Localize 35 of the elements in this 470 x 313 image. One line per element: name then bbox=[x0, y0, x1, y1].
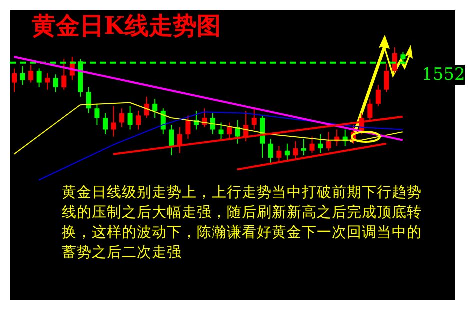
candlestick bbox=[20, 66, 26, 86]
candlestick bbox=[152, 98, 158, 119]
candlestick bbox=[53, 74, 58, 93]
candlestick bbox=[252, 108, 257, 130]
candlestick bbox=[235, 120, 240, 144]
candlestick bbox=[376, 84, 381, 107]
candlestick bbox=[45, 72, 50, 90]
text: 黄金日线级别走势上，上行走势当中打破前期下行趋势线的压制之后大幅走强，随后刷新新高之后完成顶底转换，这样的波动下，陈瀚谦看好黄金下一次回调当中的蓄势之后二次走强 bbox=[62, 184, 422, 263]
candlestick bbox=[210, 112, 216, 135]
text: 1552 bbox=[422, 65, 466, 85]
candlestick bbox=[120, 108, 125, 128]
candlestick bbox=[301, 138, 306, 156]
candlestick bbox=[276, 146, 282, 164]
candlestick bbox=[310, 136, 315, 154]
candlestick bbox=[86, 86, 92, 114]
candlestick bbox=[392, 47, 398, 74]
candlestick bbox=[318, 134, 324, 154]
candlestick bbox=[62, 58, 67, 90]
candlestick bbox=[384, 64, 390, 93]
candlestick bbox=[218, 122, 224, 142]
candlestick bbox=[102, 112, 108, 135]
candlestick bbox=[160, 108, 166, 135]
chart-title: 黄金日K线走势图 bbox=[32, 10, 221, 42]
candlestick bbox=[227, 122, 232, 140]
candlestick bbox=[111, 106, 116, 138]
candlestick bbox=[268, 138, 274, 166]
candlestick bbox=[136, 110, 142, 130]
candlestick bbox=[94, 103, 100, 126]
candlestick bbox=[12, 68, 17, 93]
candlestick bbox=[128, 106, 133, 130]
candlestick bbox=[169, 124, 174, 156]
candlestick bbox=[186, 115, 191, 140]
candlestick bbox=[36, 68, 42, 88]
candlestick bbox=[284, 143, 290, 162]
candlestick bbox=[28, 64, 34, 84]
